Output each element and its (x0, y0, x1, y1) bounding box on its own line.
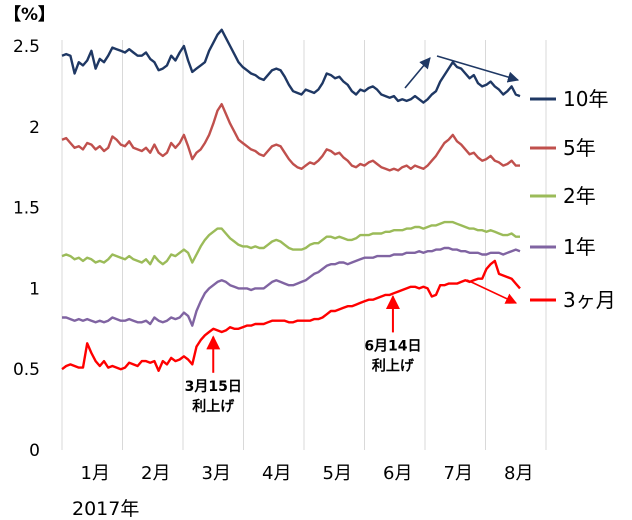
legend: 10年 5年 2年 1年 3ヶ月 (530, 87, 616, 312)
y-axis-ticks: 0 0.5 1 1.5 2 2.5 (13, 37, 40, 461)
y-tick-label: 0 (29, 441, 40, 461)
series-line (61, 102, 520, 172)
year-label: 2017年 (72, 498, 139, 520)
series-line (61, 220, 520, 266)
x-tick-label: 8月 (504, 463, 533, 484)
legend-label: 3ヶ月 (563, 288, 616, 312)
red-downward-arrow (466, 279, 518, 304)
unit-label: 【%】 (4, 4, 55, 25)
annotation-text: 利上げ (372, 357, 415, 374)
x-tick-label: 7月 (444, 463, 473, 484)
series-line (61, 259, 521, 372)
annotation-date: 6月14日 (364, 338, 421, 354)
x-tick-label: 5月 (323, 463, 352, 484)
month-gridlines (61, 40, 547, 450)
legend-label: 10年 (563, 87, 608, 111)
legend-label: 5年 (563, 136, 596, 160)
x-tick-label: 6月 (383, 463, 412, 484)
y-tick-label: 2.5 (13, 37, 40, 57)
legend-label: 2年 (563, 184, 596, 208)
y-tick-label: 2 (29, 118, 40, 138)
x-axis-ticks: 1月 2月 3月 4月 5月 6月 7月 8月 (81, 463, 534, 484)
upward-trend-arrow (404, 57, 431, 89)
downward-trend-arrow (436, 55, 520, 83)
series-line (62, 246, 521, 327)
x-tick-label: 3月 (202, 463, 231, 484)
y-tick-label: 1.5 (13, 199, 40, 219)
annotation-text: 利上げ (192, 398, 235, 415)
legend-label: 1年 (563, 235, 596, 259)
x-tick-label: 4月 (262, 463, 291, 484)
x-tick-label: 1月 (81, 463, 110, 484)
y-tick-label: 1 (29, 279, 40, 299)
series-line (61, 28, 521, 104)
series-lines (61, 28, 521, 372)
annotation-date: 3月15日 (185, 379, 242, 395)
y-tick-label: 0.5 (13, 360, 40, 380)
x-tick-label: 2月 (141, 463, 170, 484)
